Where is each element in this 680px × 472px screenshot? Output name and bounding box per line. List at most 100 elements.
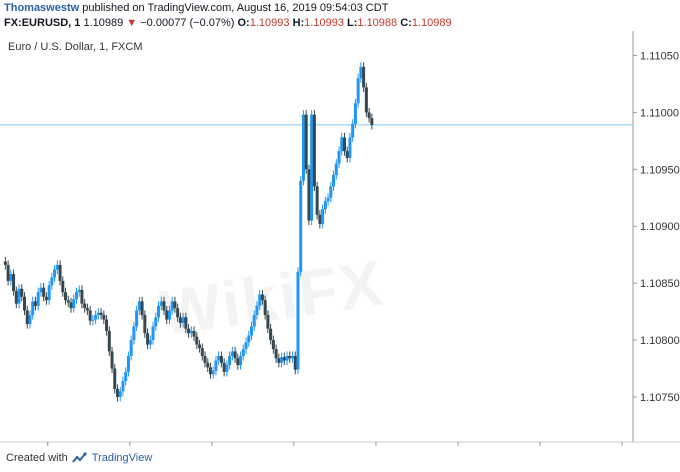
candle-body (211, 370, 215, 375)
candle-body (33, 301, 37, 306)
close-value: 1.10989 (411, 17, 452, 29)
candle-body (148, 340, 152, 345)
y-tick-label: 1.10950 (640, 164, 680, 176)
candle-body (266, 315, 270, 329)
candle-body (53, 269, 57, 278)
candle-body (260, 294, 264, 301)
candle-body (285, 355, 289, 361)
candle-body (345, 151, 349, 158)
candle-body (288, 355, 292, 359)
candle-body (132, 326, 136, 341)
candle-body (167, 310, 171, 320)
candle-body (151, 326, 155, 341)
candle-body (342, 137, 346, 152)
candle-body (44, 296, 48, 301)
candle-body (214, 360, 218, 371)
candle-body (102, 315, 106, 320)
candle-body (304, 114, 308, 170)
y-tick-label: 1.11000 (640, 107, 679, 119)
candle-body (236, 358, 240, 366)
candle-body (252, 315, 256, 327)
price-change: −0.00077 (−0.07%) (140, 17, 235, 29)
candle-body (105, 319, 109, 331)
candle-body (323, 201, 327, 210)
last-price: 1.10989 (83, 17, 124, 29)
chart-title: Euro / U.S. Dollar, 1, FXCM (8, 41, 143, 53)
candle-body (88, 310, 92, 321)
candle-body (195, 336, 199, 345)
candle-body (25, 310, 29, 325)
candle-body (42, 287, 46, 297)
candlestick-chart[interactable]: 1.11050 1.11000 1.10950 1.10900 1.10850 1.108… (0, 31, 680, 448)
candle-body (274, 349, 278, 359)
candle-body (3, 261, 7, 265)
close-label: C: (400, 17, 412, 29)
candle-body (64, 292, 68, 301)
candle-body (249, 326, 253, 336)
candle-body (291, 355, 295, 359)
candle-body (364, 87, 368, 113)
tradingview-link[interactable]: TradingView (91, 452, 153, 464)
candle-body (94, 315, 98, 320)
y-tick-label: 1.10900 (640, 221, 680, 233)
candle-body (359, 66, 363, 79)
candle-body (370, 118, 374, 125)
candle-body (206, 362, 210, 368)
candle-body (157, 305, 161, 318)
candle-body (96, 312, 100, 316)
candle-body (255, 305, 259, 316)
candle-body (230, 351, 234, 356)
candle-body (247, 335, 251, 343)
candle-body (200, 348, 204, 356)
candle-body (162, 301, 166, 311)
candle-body (55, 264, 59, 270)
candle-body (135, 310, 139, 327)
candle-body (178, 317, 182, 323)
candle-body (124, 371, 128, 382)
candle-body (208, 367, 212, 375)
candle-body (318, 214, 322, 224)
candle-body (66, 300, 70, 303)
candle-body (367, 112, 371, 119)
candle-body (28, 315, 32, 325)
candle-body (17, 288, 21, 304)
low-value: 1.10988 (357, 17, 398, 29)
candle-body (31, 301, 35, 316)
candle-body (121, 381, 125, 392)
candle-body (312, 114, 316, 187)
candle-body (219, 355, 223, 363)
symbol-label: FX:EURUSD, 1 (4, 17, 81, 29)
candle-body (143, 315, 147, 334)
author-link[interactable]: Thomaswestw (4, 2, 80, 14)
candle-body (356, 78, 360, 104)
candle-body (83, 303, 87, 309)
candle-body (332, 175, 336, 187)
candle-body (329, 186, 333, 198)
high-value: 1.10993 (304, 17, 344, 29)
candle-body (165, 310, 169, 320)
candle-body (23, 296, 27, 311)
down-arrow-icon: ▼ (126, 17, 138, 29)
candle-body (115, 388, 119, 397)
candle-body (173, 301, 177, 309)
high-label: H: (292, 17, 305, 29)
candle-body (258, 294, 262, 306)
candle-body (6, 264, 10, 281)
candle-body (192, 330, 196, 337)
candle-body (113, 368, 117, 389)
candle-body (72, 299, 76, 309)
candle-body (85, 308, 89, 311)
candle-body (296, 271, 300, 370)
candle-body (271, 340, 275, 350)
candle-body (50, 277, 54, 286)
candle-body (176, 308, 180, 318)
candle-body (126, 355, 130, 372)
candle-body (222, 362, 226, 372)
chart-area[interactable]: WikiFX 1.11050 1.11000 1.10950 1.10900 1.108… (0, 31, 680, 448)
candle-body (334, 163, 338, 176)
candle-body (140, 301, 144, 316)
candle-body (14, 291, 18, 304)
created-with-label: Created with (6, 452, 68, 464)
candle-body (69, 302, 73, 309)
candle-body (137, 301, 141, 311)
